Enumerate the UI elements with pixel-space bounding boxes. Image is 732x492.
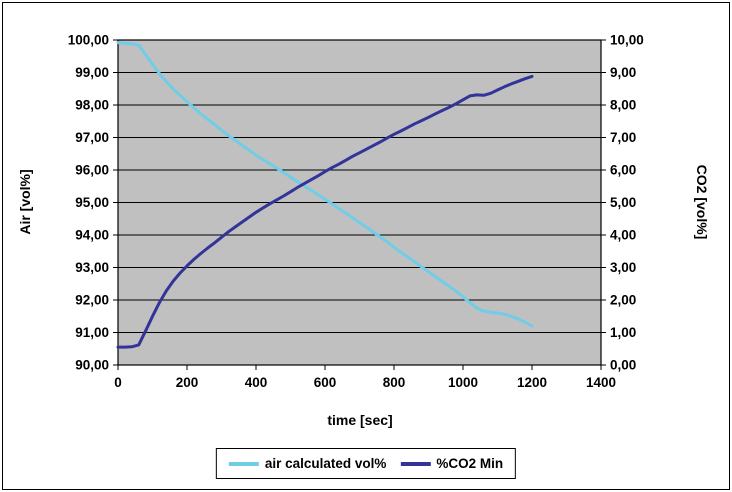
svg-text:6,00: 6,00 [610, 163, 636, 178]
right-axis-title: CO2 [vol%] [694, 164, 710, 240]
svg-text:3,00: 3,00 [610, 260, 636, 275]
svg-text:2,00: 2,00 [610, 293, 636, 308]
left-axis-title: Air [vol%] [17, 169, 33, 235]
svg-text:400: 400 [245, 375, 268, 390]
air-line-swatch [228, 461, 259, 466]
x-axis-title: time [sec] [327, 412, 393, 428]
x-axis-labels: 0 200 400 600 800 1000 1200 1400 [114, 375, 616, 390]
legend: air calculated vol% %CO2 Min [215, 448, 517, 479]
svg-text:91,00: 91,00 [75, 325, 109, 340]
svg-text:92,00: 92,00 [75, 293, 109, 308]
svg-text:98,00: 98,00 [75, 98, 109, 113]
y-axis-right-labels: 10,00 9,00 8,00 7,00 6,00 5,00 4,00 3,00 2,00 1,0… [610, 33, 644, 373]
svg-text:8,00: 8,00 [610, 98, 636, 113]
svg-text:7,00: 7,00 [610, 130, 636, 145]
legend-item-co2: %CO2 Min [400, 456, 503, 471]
series-line-0 [116, 41, 534, 328]
svg-text:4,00: 4,00 [610, 228, 636, 243]
svg-text:1000: 1000 [448, 375, 478, 390]
plot-border [117, 39, 602, 366]
legend-label-co2: %CO2 Min [436, 456, 504, 471]
svg-text:99,00: 99,00 [75, 65, 109, 80]
svg-text:1400: 1400 [586, 375, 616, 390]
svg-text:90,00: 90,00 [75, 358, 109, 373]
svg-text:200: 200 [176, 375, 199, 390]
svg-text:800: 800 [383, 375, 406, 390]
co2-line-swatch [400, 461, 431, 466]
svg-text:1,00: 1,00 [610, 325, 636, 340]
svg-text:93,00: 93,00 [75, 260, 109, 275]
legend-label-air: air calculated vol% [264, 456, 387, 471]
svg-text:0: 0 [114, 375, 122, 390]
series-line-1 [116, 74, 534, 349]
tick-marks [113, 39, 606, 370]
svg-text:97,00: 97,00 [75, 130, 109, 145]
legend-item-air: air calculated vol% [228, 456, 387, 471]
svg-text:1200: 1200 [517, 375, 547, 390]
svg-text:95,00: 95,00 [75, 195, 109, 210]
svg-text:600: 600 [314, 375, 337, 390]
svg-text:94,00: 94,00 [75, 228, 109, 243]
svg-text:96,00: 96,00 [75, 163, 109, 178]
svg-text:5,00: 5,00 [610, 195, 636, 210]
svg-text:0,00: 0,00 [610, 358, 636, 373]
svg-text:100,00: 100,00 [68, 33, 109, 48]
svg-text:9,00: 9,00 [610, 65, 636, 80]
svg-text:10,00: 10,00 [610, 33, 644, 48]
y-axis-left-labels: 100,00 99,00 98,00 97,00 96,00 95,00 94,00 93,0… [68, 33, 109, 373]
